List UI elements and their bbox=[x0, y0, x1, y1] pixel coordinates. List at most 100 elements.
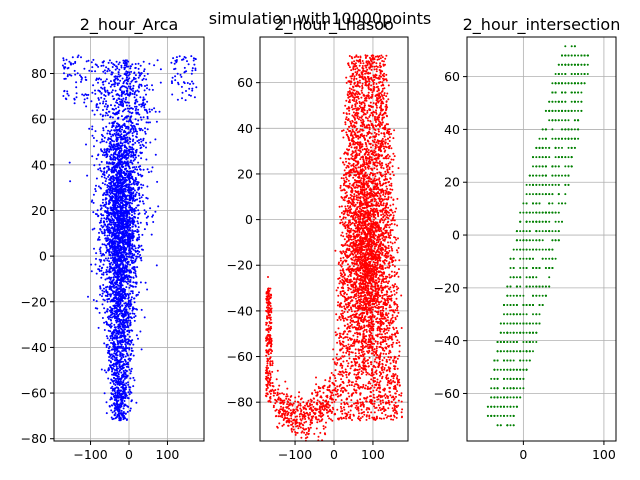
scatter-point bbox=[137, 222, 140, 225]
scatter-point bbox=[118, 173, 121, 176]
scatter-point bbox=[392, 409, 395, 412]
scatter-point bbox=[106, 293, 109, 296]
scatter-point bbox=[138, 238, 140, 241]
scatter-point bbox=[132, 257, 135, 260]
scatter-point bbox=[69, 180, 72, 183]
scatter-point bbox=[140, 157, 143, 160]
scatter-point bbox=[122, 232, 125, 235]
scatter-point bbox=[103, 136, 106, 139]
scatter-point bbox=[102, 64, 105, 67]
scatter-point bbox=[75, 86, 78, 89]
scatter-point bbox=[126, 410, 129, 413]
scatter-point bbox=[110, 83, 113, 86]
scatter-point bbox=[117, 300, 120, 303]
scatter-point bbox=[132, 87, 135, 90]
scatter-point bbox=[121, 142, 124, 145]
scatter-point bbox=[127, 120, 130, 123]
scatter-point bbox=[135, 257, 138, 260]
scatter-point bbox=[101, 226, 104, 229]
scatter-point bbox=[132, 148, 135, 151]
scatter-point bbox=[110, 396, 113, 399]
scatter-point bbox=[138, 291, 140, 294]
scatter-point bbox=[109, 263, 112, 266]
scatter-point bbox=[137, 161, 140, 164]
scatter-point bbox=[343, 310, 346, 313]
scatter-point bbox=[106, 259, 109, 262]
scatter-point bbox=[129, 354, 132, 356]
scatter-point bbox=[108, 132, 111, 135]
scatter-point bbox=[174, 75, 177, 78]
scatter-point bbox=[103, 203, 106, 206]
scatter-point bbox=[120, 377, 123, 380]
scatter-point bbox=[129, 120, 132, 123]
scatter-point bbox=[91, 228, 94, 231]
scatter-point bbox=[103, 259, 106, 262]
scatter-point bbox=[104, 278, 107, 281]
scatter-point bbox=[109, 398, 112, 401]
scatter-point bbox=[148, 108, 151, 111]
scatter-point bbox=[116, 184, 119, 187]
scatter-point bbox=[181, 91, 184, 94]
scatter-point bbox=[178, 55, 181, 58]
scatter-point bbox=[129, 324, 132, 327]
scatter-point bbox=[121, 334, 124, 337]
scatter-point bbox=[114, 212, 117, 215]
scatter-point bbox=[132, 197, 135, 200]
scatter-point bbox=[136, 308, 138, 311]
scatter-point bbox=[111, 116, 114, 119]
scatter-point bbox=[345, 293, 348, 296]
scatter-point bbox=[127, 274, 130, 277]
scatter-point bbox=[106, 70, 109, 73]
scatter-point bbox=[136, 220, 139, 223]
scatter-point bbox=[110, 215, 113, 218]
y-tick-label: 60 bbox=[31, 112, 47, 127]
scatter-point bbox=[121, 144, 124, 147]
scatter-point bbox=[112, 367, 115, 370]
scatter-point bbox=[123, 146, 126, 149]
scatter-point bbox=[108, 137, 111, 140]
scatter-point bbox=[128, 212, 131, 215]
scatter-point bbox=[131, 229, 134, 232]
scatter-point bbox=[121, 347, 124, 350]
scatter-point bbox=[134, 168, 137, 171]
scatter-point bbox=[125, 286, 128, 289]
scatter-point bbox=[66, 67, 69, 70]
scatter-point bbox=[108, 59, 111, 62]
scatter-point bbox=[354, 62, 357, 65]
scatter-point bbox=[122, 204, 125, 207]
scatter-point bbox=[118, 97, 121, 100]
scatter-point bbox=[105, 237, 108, 240]
scatter-point bbox=[112, 171, 115, 174]
scatter-point bbox=[125, 270, 128, 273]
scatter-point bbox=[111, 418, 114, 421]
scatter-point bbox=[118, 363, 121, 366]
scatter-point bbox=[110, 325, 113, 328]
scatter-point bbox=[99, 141, 102, 144]
scatter-point bbox=[370, 363, 373, 366]
scatter-point bbox=[108, 286, 111, 289]
scatter-point bbox=[124, 338, 127, 341]
scatter-point bbox=[128, 368, 131, 371]
scatter-point bbox=[355, 99, 358, 102]
scatter-point bbox=[113, 168, 116, 171]
scatter-point bbox=[101, 295, 103, 298]
scatter-point bbox=[119, 331, 121, 334]
scatter-point bbox=[106, 266, 109, 269]
scatter-point bbox=[121, 304, 124, 307]
scatter-point bbox=[91, 134, 94, 137]
scatter-point bbox=[115, 289, 118, 292]
scatter-point bbox=[116, 156, 119, 159]
scatter-point bbox=[123, 412, 125, 415]
scatter-point bbox=[171, 82, 173, 84]
y-tick-label: −40 bbox=[21, 340, 47, 355]
scatter-point bbox=[121, 226, 124, 229]
scatter-point bbox=[98, 231, 100, 234]
scatter-point bbox=[109, 278, 112, 281]
scatter-point bbox=[98, 77, 101, 80]
scatter-point bbox=[356, 80, 359, 83]
scatter-point bbox=[111, 133, 114, 136]
scatter-point bbox=[140, 127, 143, 130]
scatter-point bbox=[151, 108, 153, 111]
scatter-point bbox=[113, 314, 116, 317]
